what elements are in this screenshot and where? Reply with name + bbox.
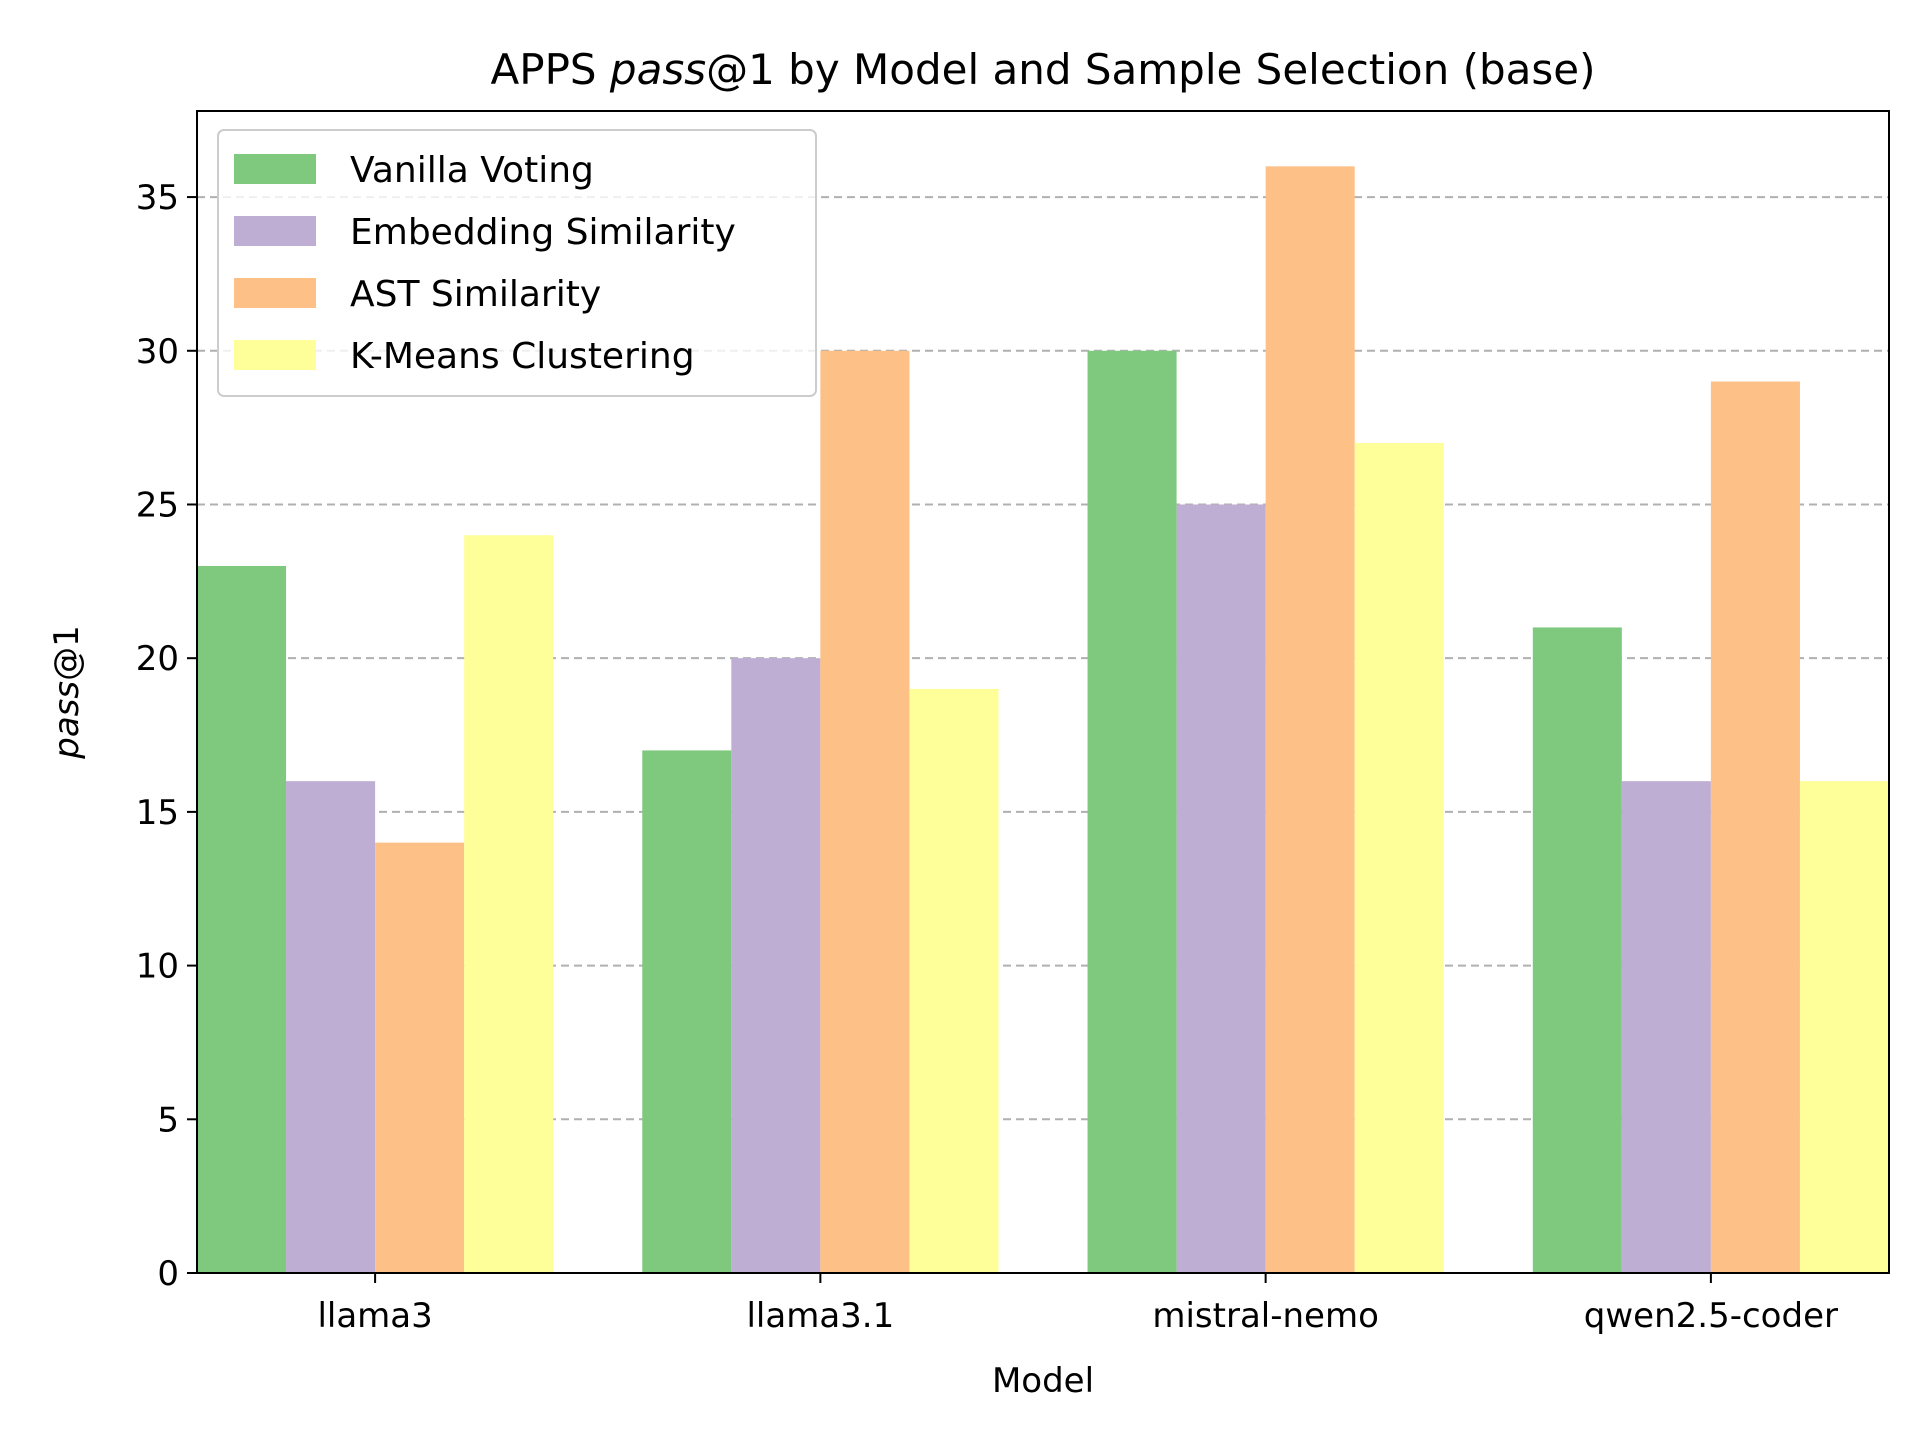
legend-label: Embedding Similarity	[350, 212, 736, 253]
bar	[286, 781, 376, 1273]
bar	[375, 842, 465, 1273]
chart-title-italic: pass	[609, 45, 706, 94]
y-tick-label: 15	[136, 793, 179, 833]
chart-title-suffix: @1 by Model and Sample Selection (base)	[706, 45, 1595, 94]
bar	[464, 535, 554, 1273]
legend: Vanilla Voting Embedding Similarity AST Si…	[217, 129, 817, 397]
legend-swatch	[234, 216, 316, 246]
x-tick-label: qwen2.5-coder	[1584, 1296, 1838, 1336]
bar	[1087, 350, 1177, 1273]
bar	[909, 688, 999, 1273]
x-axis-label: Model	[992, 1361, 1094, 1401]
legend-swatch	[234, 278, 316, 308]
y-ticks: 0 5 10 15 20 25 30 35	[136, 178, 197, 1294]
y-tick-label: 5	[157, 1100, 179, 1140]
y-tick-label: 35	[136, 178, 179, 218]
y-tick-label: 10	[136, 947, 179, 987]
bars	[197, 166, 1889, 1274]
y-tick-label: 30	[136, 332, 179, 372]
bar	[1710, 381, 1800, 1273]
x-ticks: llama3 llama3.1 mistral-nemo qwen2.5-coder	[317, 1273, 1838, 1336]
x-tick-label: mistral-nemo	[1152, 1296, 1379, 1336]
y-tick-label: 25	[136, 485, 179, 525]
bar	[197, 565, 287, 1273]
legend-swatch	[234, 154, 316, 184]
legend-label: AST Similarity	[350, 274, 601, 315]
chart-title: APPS pass@1 by Model and Sample Selectio…	[491, 45, 1596, 94]
chart-title-prefix: APPS	[491, 45, 610, 94]
bar	[1532, 627, 1622, 1273]
bar	[1354, 443, 1444, 1273]
legend-items: Vanilla Voting Embedding Similarity AST Si…	[234, 150, 736, 377]
x-tick-label: llama3	[317, 1296, 432, 1336]
bar	[1621, 781, 1711, 1273]
bar	[820, 350, 910, 1273]
y-tick-label: 20	[136, 639, 179, 679]
x-tick-label: llama3.1	[746, 1296, 894, 1336]
legend-swatch	[234, 340, 316, 370]
legend-label: Vanilla Voting	[350, 150, 594, 191]
y-axis-label-suffix: @1	[47, 625, 87, 681]
y-axis-label-italic: pass	[47, 681, 87, 760]
bar	[1265, 166, 1355, 1273]
legend-box	[217, 129, 817, 397]
bar	[731, 658, 821, 1273]
bar	[1799, 781, 1889, 1273]
bar	[642, 750, 732, 1273]
legend-label: K-Means Clustering	[350, 336, 695, 377]
y-tick-label: 0	[157, 1254, 179, 1294]
y-axis-label: pass@1	[47, 625, 87, 760]
bar	[1176, 504, 1266, 1274]
plot-frame	[196, 110, 1890, 1274]
